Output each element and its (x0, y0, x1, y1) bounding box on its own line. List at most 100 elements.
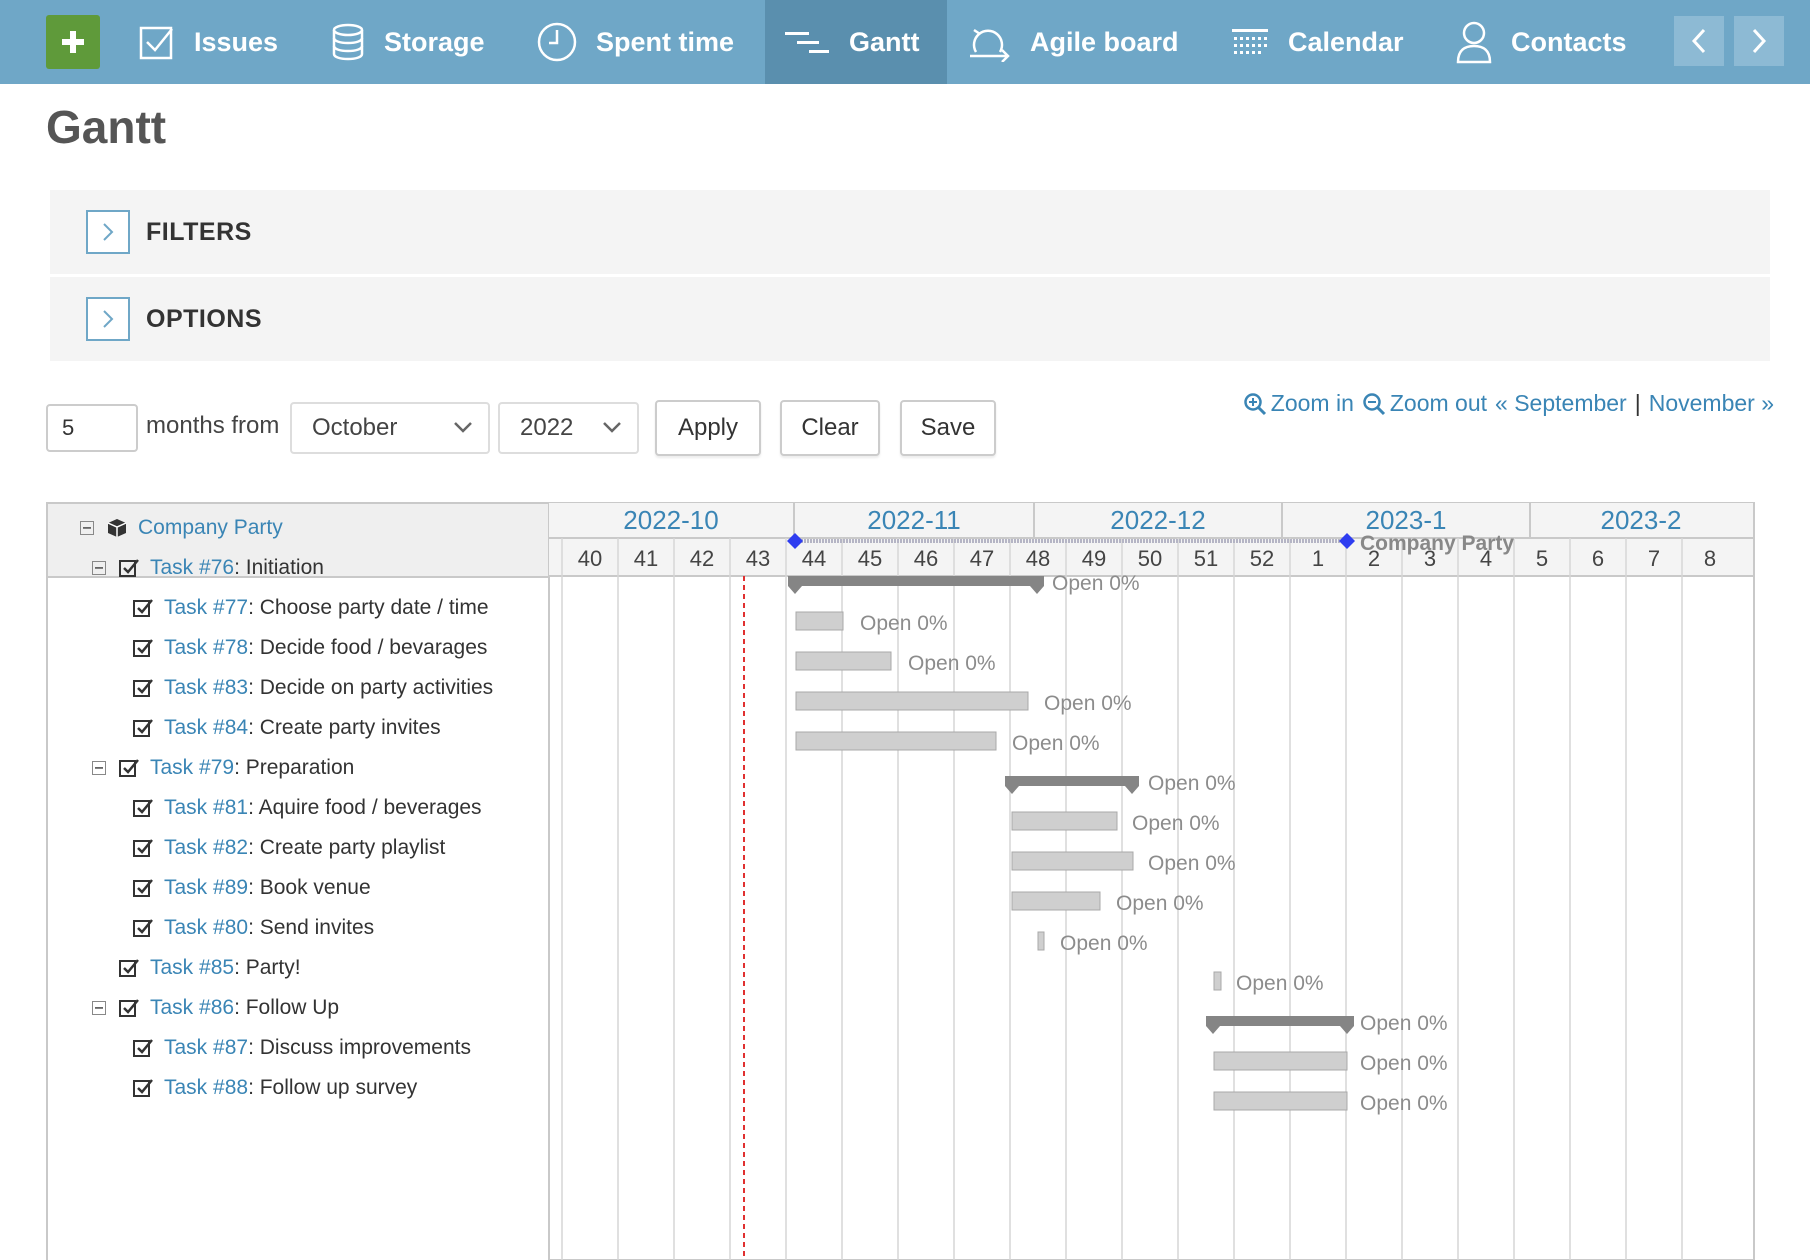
issue-link[interactable]: Task #80 (164, 916, 249, 939)
parent-end-marker (1030, 586, 1044, 594)
issue-subject: : Decide on party activities (248, 676, 494, 699)
week-label: 5 (1536, 546, 1548, 571)
issue-link[interactable]: Task #76 (150, 556, 235, 579)
save-button[interactable]: Save (900, 400, 996, 456)
clear-button[interactable]: Clear (780, 400, 880, 456)
issue-subject: : Aquire food / beverages (248, 796, 482, 819)
issue-link[interactable]: Task #84 (164, 716, 249, 739)
zoom-out-label: Zoom out (1389, 390, 1488, 416)
table-row: Task #82: Create party playlist (132, 828, 445, 868)
months-input[interactable]: 5 (46, 404, 138, 452)
issue-link[interactable]: Task #79 (150, 756, 235, 779)
year-select[interactable]: 2022 (498, 402, 639, 454)
week-label: 3 (1424, 546, 1436, 571)
checkbox-icon (132, 917, 154, 939)
issue-subject: : Discuss improvements (248, 1036, 471, 1059)
checkbox-icon (132, 717, 154, 739)
issue-subject: : Preparation (234, 756, 355, 779)
year-select-value: 2022 (520, 414, 574, 441)
add-button[interactable] (46, 15, 100, 69)
nav-item-spent-time[interactable]: Spent time (536, 0, 734, 84)
issue-link[interactable]: Task #82 (164, 836, 249, 859)
checkbox-icon (118, 957, 140, 979)
nav-label: Agile board (1030, 26, 1179, 57)
issue-subject: : Follow up survey (248, 1076, 418, 1099)
issue-link[interactable]: Task #86 (150, 996, 235, 1019)
issue-subject: : Decide food / bevarages (248, 636, 488, 659)
prev-month-link[interactable]: « September (1495, 390, 1627, 416)
person-icon (1456, 21, 1492, 64)
checkbox-icon (132, 1037, 154, 1059)
issue-link[interactable]: Task #88 (164, 1076, 249, 1099)
week-label: 7 (1648, 546, 1660, 571)
database-icon (332, 23, 364, 61)
expand-options-button[interactable] (86, 297, 130, 341)
collapse-toggle-icon[interactable] (92, 1001, 106, 1015)
calendar-icon (1232, 29, 1268, 54)
task-bar (795, 731, 997, 751)
week-label: 40 (578, 546, 602, 571)
checkbox-icon (132, 797, 154, 819)
nav-item-agile-board[interactable]: Agile board (968, 0, 1179, 84)
apply-button[interactable]: Apply (655, 400, 761, 456)
checkbox-icon (139, 26, 173, 60)
task-status-label: Open 0% (1012, 732, 1100, 755)
task-bar (795, 611, 844, 631)
expand-filters-button[interactable] (86, 210, 130, 254)
nav-item-contacts[interactable]: Contacts (1455, 0, 1627, 84)
zoom-out-link[interactable]: Zoom out (1362, 390, 1487, 417)
table-row: Task #80: Send invites (132, 908, 374, 948)
issue-link[interactable]: Task #89 (164, 876, 249, 899)
issue-link[interactable]: Task #81 (164, 796, 249, 819)
package-icon (106, 517, 128, 539)
filters-panel[interactable]: FILTERS (50, 190, 1770, 274)
issue-link[interactable]: Company Party (138, 516, 283, 539)
week-label: 2 (1368, 546, 1380, 571)
nav-item-calendar[interactable]: Calendar (1230, 0, 1404, 84)
week-label: 41 (634, 546, 658, 571)
nav-prev-button[interactable] (1674, 16, 1724, 66)
issue-link[interactable]: Task #83 (164, 676, 249, 699)
issue-link[interactable]: Task #87 (164, 1036, 249, 1059)
nav-item-storage[interactable]: Storage (330, 0, 485, 84)
collapse-toggle-icon[interactable] (92, 761, 106, 775)
month-select[interactable]: October (290, 402, 490, 454)
collapse-toggle-icon[interactable] (92, 561, 106, 575)
options-panel[interactable]: OPTIONS (50, 277, 1770, 361)
table-row: Task #78: Decide food / bevarages (132, 628, 487, 668)
next-month-link[interactable]: November » (1648, 390, 1774, 416)
parent-task-bar (1206, 1016, 1354, 1026)
task-status-label: Open 0% (1360, 1092, 1448, 1115)
week-label: 45 (858, 546, 882, 571)
task-bar (1213, 1091, 1348, 1111)
task-status-label: Open 0% (1060, 932, 1148, 955)
week-label: 1 (1312, 546, 1324, 571)
nav-next-button[interactable] (1734, 16, 1784, 66)
gantt-controls: 5 months from October 2022 Apply Clear S… (46, 400, 1046, 456)
nav-item-issues[interactable]: Issues (138, 0, 278, 84)
issue-link[interactable]: Task #77 (164, 596, 249, 619)
issue-subject: : Choose party date / time (248, 596, 489, 619)
zoom-in-link[interactable]: Zoom in (1243, 390, 1354, 417)
task-status-label: Open 0% (1132, 812, 1220, 835)
week-label: 8 (1704, 546, 1716, 571)
top-navigation: Issues Storage Spent time Gantt Agile bo… (0, 0, 1810, 84)
chevron-right-icon (103, 223, 114, 241)
checkbox-icon (118, 997, 140, 1019)
options-label: OPTIONS (146, 304, 263, 333)
clock-icon (537, 22, 577, 62)
task-status-label: Open 0% (1360, 1012, 1448, 1035)
chevron-right-icon (1752, 28, 1767, 54)
nav-item-gantt[interactable]: Gantt (765, 0, 947, 84)
week-label: 52 (1250, 546, 1274, 571)
week-label: 47 (970, 546, 994, 571)
zoom-links: Zoom in Zoom out « September | November … (1243, 390, 1774, 417)
zoom-in-icon (1244, 392, 1266, 415)
issue-link[interactable]: Task #78 (164, 636, 249, 659)
task-bar (795, 651, 892, 671)
table-row: Task #81: Aquire food / beverages (132, 788, 482, 828)
task-status-label: Open 0% (860, 612, 948, 635)
issue-link[interactable]: Task #85 (150, 956, 235, 979)
collapse-toggle-icon[interactable] (80, 521, 94, 535)
page-title: Gantt (46, 101, 167, 153)
